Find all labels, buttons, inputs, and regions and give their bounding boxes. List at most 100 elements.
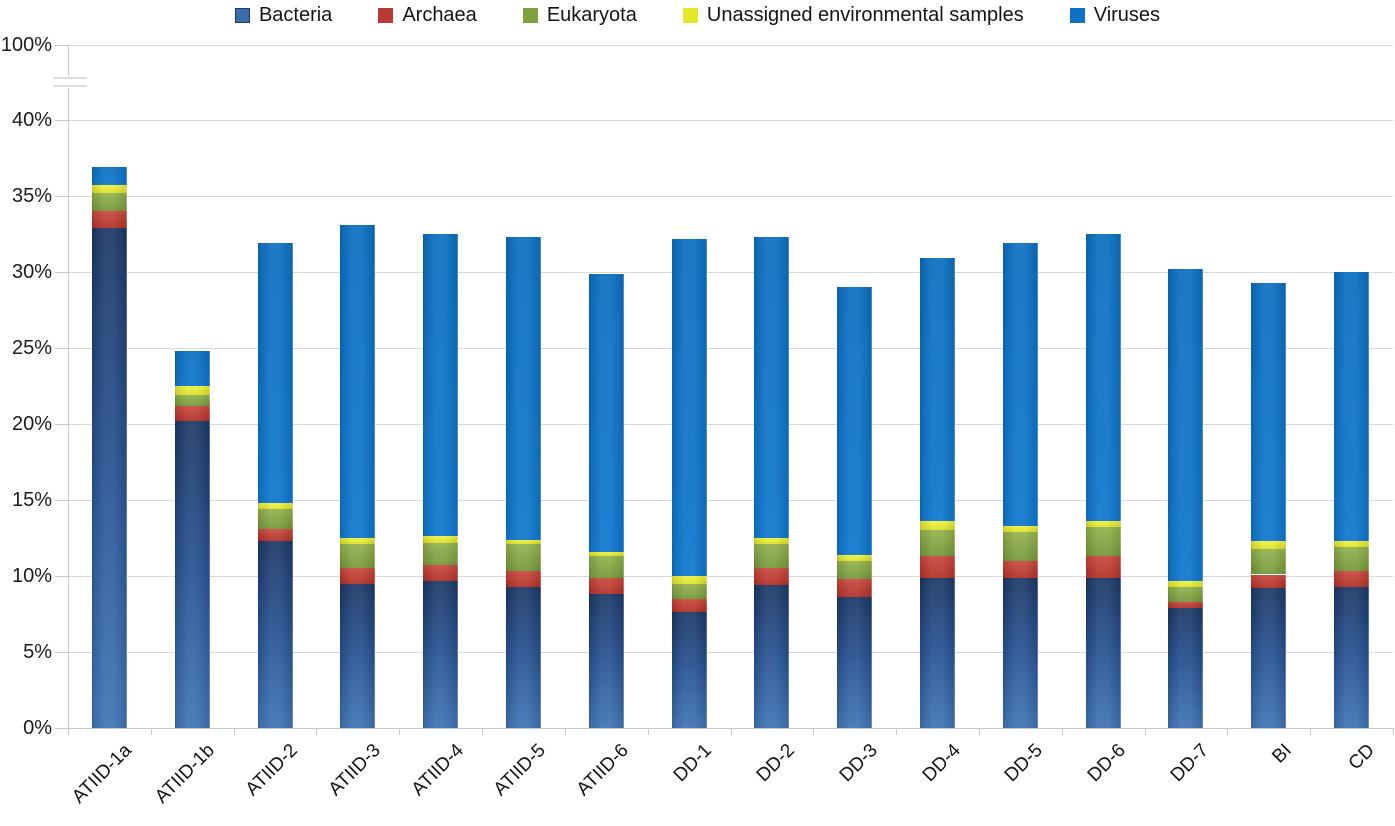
legend-swatch-icon xyxy=(234,7,250,23)
y-tick-label: 15% xyxy=(11,489,52,511)
bar-segment-eukaryota xyxy=(1168,586,1204,602)
legend-swatch-icon xyxy=(378,7,394,23)
bar-segment-archaea xyxy=(754,568,790,586)
bar-segment-eukaryota xyxy=(671,583,707,599)
y-axis-tick xyxy=(55,424,68,425)
bar-segment-bacteria xyxy=(257,541,293,728)
bar-segment-viruses xyxy=(588,273,624,552)
bar-segment-eukaryota xyxy=(174,395,210,406)
bar-segment-unassigned xyxy=(588,551,624,557)
x-axis-label: DD-6 xyxy=(1083,740,1131,787)
bar-segment-eukaryota xyxy=(1002,531,1038,561)
x-axis-label: ATIID-4 xyxy=(407,740,468,801)
grid-line xyxy=(68,500,1393,501)
x-axis-tick xyxy=(482,728,484,735)
bar-segment-bacteria xyxy=(1168,607,1204,728)
bar-segment-archaea xyxy=(1334,571,1370,587)
chart-legend: Bacteria Archaea Eukaryota Unassigned envir… xyxy=(0,1,1395,29)
y-axis-tick xyxy=(55,652,68,653)
bar-segment-bacteria xyxy=(920,577,956,728)
bar-segment-archaea xyxy=(505,571,541,587)
x-axis-label: ATIID-6 xyxy=(572,740,634,801)
bar-segment-eukaryota xyxy=(1251,548,1287,575)
y-tick-label: 10% xyxy=(11,565,52,587)
grid-line xyxy=(68,272,1393,273)
x-axis-label: DD-3 xyxy=(835,740,882,787)
legend-swatch-icon xyxy=(682,7,698,23)
bar-segment-archaea xyxy=(257,528,293,542)
legend-label: Unassigned environmental samples xyxy=(706,3,1024,26)
bar-segment-bacteria xyxy=(671,612,707,728)
y-tick-label: 35% xyxy=(11,185,52,207)
bar-segment-viruses xyxy=(1334,272,1370,542)
y-axis-line xyxy=(68,45,69,76)
bar-segment-viruses xyxy=(1002,243,1038,526)
bar-segment-eukaryota xyxy=(920,530,956,557)
bar-segment-unassigned xyxy=(340,538,376,545)
bar-segment-unassigned xyxy=(1168,580,1204,587)
y-axis-tick xyxy=(55,272,68,273)
bar-segment-viruses xyxy=(1251,282,1287,542)
legend-item: Bacteria xyxy=(234,4,332,27)
bar-segment-archaea xyxy=(920,556,956,578)
bar-segment-viruses xyxy=(920,258,956,522)
bar-segment-eukaryota xyxy=(588,556,624,578)
x-axis-label: DD-5 xyxy=(1000,740,1048,787)
x-axis-label: ATIID-5 xyxy=(490,740,551,801)
grid-line xyxy=(68,120,1393,121)
y-axis-tick xyxy=(55,45,68,46)
axis-break-icon xyxy=(54,85,87,87)
y-axis-tick xyxy=(55,196,68,197)
x-axis-tick xyxy=(1310,728,1312,735)
x-axis-label: DD-4 xyxy=(918,740,965,787)
bar-segment-archaea xyxy=(91,211,127,228)
x-axis-label: CD xyxy=(1344,740,1379,775)
bar-segment-unassigned xyxy=(174,386,210,396)
bar-segment-archaea xyxy=(837,579,873,598)
x-axis-tick xyxy=(68,728,69,735)
bar-segment-eukaryota xyxy=(340,544,376,569)
bar-segment-bacteria xyxy=(174,420,210,728)
bar-segment-viruses xyxy=(340,224,376,538)
bar-segment-bacteria xyxy=(1334,586,1370,728)
y-axis-tick xyxy=(55,120,68,121)
axis-break-icon xyxy=(54,77,87,79)
x-axis-tick xyxy=(896,728,898,735)
bar-segment-archaea xyxy=(1168,601,1204,608)
legend-label: Archaea xyxy=(402,3,477,26)
bar-segment-eukaryota xyxy=(837,560,873,580)
legend-item: Viruses xyxy=(1069,4,1160,27)
bar-segment-unassigned xyxy=(257,503,293,510)
x-axis-tick xyxy=(647,728,649,735)
bar-segment-unassigned xyxy=(1085,521,1121,528)
y-tick-label: 5% xyxy=(23,641,52,663)
legend-label: Eukaryota xyxy=(546,3,637,26)
bar-segment-archaea xyxy=(340,568,376,584)
x-axis-tick xyxy=(730,728,732,735)
x-axis-tick xyxy=(1061,728,1063,735)
bar-segment-bacteria xyxy=(588,594,624,728)
bar-segment-archaea xyxy=(588,577,624,595)
bar-segment-bacteria xyxy=(423,580,459,728)
bar-segment-unassigned xyxy=(837,554,873,561)
bar-segment-viruses xyxy=(423,234,459,537)
bar-segment-eukaryota xyxy=(423,542,459,566)
y-tick-label: 100% xyxy=(0,34,52,56)
x-axis-tick xyxy=(1393,728,1394,735)
bar-segment-archaea xyxy=(671,598,707,613)
bar-segment-viruses xyxy=(837,287,873,555)
x-axis-tick xyxy=(564,728,566,735)
bar-segment-archaea xyxy=(1085,556,1121,578)
x-axis-tick xyxy=(978,728,980,735)
legend-item: Archaea xyxy=(378,4,477,27)
grid-line xyxy=(68,576,1393,577)
x-axis-label: ATIID-1b xyxy=(151,740,220,808)
x-axis-label: DD-1 xyxy=(669,740,716,787)
y-axis-tick xyxy=(55,348,68,349)
bar-segment-viruses xyxy=(505,237,541,540)
bar-segment-unassigned xyxy=(920,521,956,531)
grid-line xyxy=(68,348,1393,349)
bar-segment-eukaryota xyxy=(505,544,541,572)
y-tick-label: 25% xyxy=(11,337,52,359)
bar-segment-viruses xyxy=(1168,268,1204,581)
